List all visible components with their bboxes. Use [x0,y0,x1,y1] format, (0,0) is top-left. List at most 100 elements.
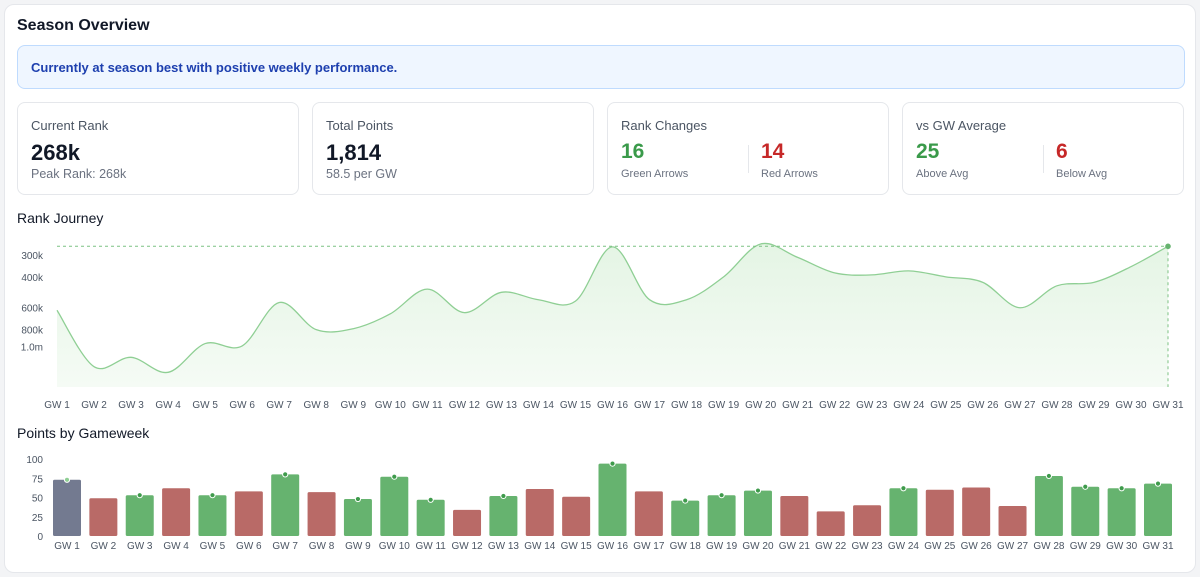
rank-x-tick-label: GW 11 [412,400,443,411]
points-x-tick-label: GW 4 [163,541,189,552]
points-bar [89,498,118,536]
points-bar [1034,475,1063,536]
points-x-tick-label: GW 27 [997,541,1029,552]
rank-x-tick-label: GW 13 [486,400,518,411]
below-avg-value: 6 [1056,140,1068,163]
above-avg-value: 25 [916,140,940,163]
status-alert-text: Currently at season best with positive w… [31,60,398,75]
stat-divider [748,145,749,173]
points-above-average-marker [609,460,616,467]
points-x-tick-label: GW 14 [524,541,556,552]
points-bar [671,500,700,536]
points-x-tick-label: GW 17 [633,541,665,552]
rank-x-tick-label: GW 7 [266,400,292,411]
green-arrows-caption: Green Arrows [621,168,689,180]
points-above-average-marker [500,492,507,500]
points-x-tick-label: GW 3 [127,541,153,552]
points-above-average-marker [900,485,907,492]
points-x-tick-label: GW 19 [706,541,738,552]
rank-x-tick-label: GW 5 [192,400,218,411]
rank-x-tick-label: GW 24 [893,400,925,411]
points-x-tick-label: GW 13 [488,541,520,552]
points-above-average-marker [1118,485,1125,492]
rank-journey-chart: 300k 400k 600k 800k 1.0m GW 1 GW 2 GW 3 GW 4 GW 5… [21,242,1184,552]
points-x-tick-label: GW 2 [91,541,117,552]
rank-changes-label: Rank Changes [621,118,707,133]
points-bar [562,496,591,536]
points-x-tick-label: GW 20 [742,541,774,552]
points-above-average-marker [209,492,216,499]
points-y-tick-label: 75 [32,474,44,485]
points-above-average-marker [136,492,143,499]
rank-x-tick-label: GW 21 [782,400,814,411]
points-bar [707,495,736,536]
points-x-tick-label: GW 11 [415,541,446,552]
green-arrows-value: 16 [621,140,645,163]
rank-x-tick-label: GW 1 [44,400,70,411]
points-above-average-marker [682,497,689,504]
rank-y-tick-label: 300k [21,251,44,262]
points-bar [234,491,263,536]
points-x-tick-label: GW 10 [379,541,411,552]
points-bar [307,492,336,536]
red-arrows-stat: 14 Red Arrows [761,140,818,180]
rank-x-tick-label: GW 9 [340,400,366,411]
points-bar [1071,486,1100,536]
points-bar [598,463,627,536]
points-bar [380,476,409,536]
points-above-average-marker [1082,483,1089,490]
points-x-tick-label: GW 16 [597,541,629,552]
rank-x-tick-label: GW 26 [967,400,999,411]
rank-line [56,242,1169,374]
points-above-average-marker [427,496,434,503]
points-x-tick-label: GW 31 [1142,541,1174,552]
points-above-average-marker [354,495,362,503]
red-arrows-caption: Red Arrows [761,168,818,180]
rank-x-tick-label: GW 2 [81,400,107,411]
above-avg-caption: Above Avg [916,168,969,180]
points-bar [53,479,81,536]
points-bar [162,488,191,536]
status-alert: Currently at season best with positive w… [17,45,1185,89]
rank-y-tick-label: 400k [21,273,44,284]
points-above-average-marker [63,476,71,483]
season-overview-panel: Season Overview Currently at season best… [4,4,1196,573]
rank-x-tick-label: GW 29 [1078,400,1110,411]
points-x-tick-label: GW 29 [1070,541,1102,552]
rank-y-tick-label: 1.0m [21,343,43,354]
rank-x-tick-label: GW 27 [1004,400,1036,411]
peak-rank-text: Peak Rank: 268k [31,167,127,181]
points-bar [271,474,300,536]
rank-y-tick-label: 600k [21,304,44,315]
points-y-tick-label: 0 [37,532,43,543]
points-bar [1144,483,1172,536]
red-arrows-value: 14 [761,140,785,163]
points-x-tick-label: GW 28 [1033,541,1065,552]
points-x-tick-label: GW 12 [451,541,483,552]
points-bar [816,511,845,536]
points-above-average-marker [718,492,725,499]
points-bar [853,505,882,536]
total-points-value: 1,814 [326,140,382,165]
rank-x-tick-label: GW 12 [449,400,481,411]
points-bar [889,488,918,536]
points-bar [634,491,663,536]
rank-x-tick-label: GW 17 [634,400,666,411]
rank-x-tick-label: GW 3 [118,400,144,411]
rank-changes-card: Rank Changes 16 Green Arrows 14 Red Arro… [607,102,889,195]
points-x-tick-label: GW 5 [200,541,226,552]
rank-x-tick-label: GW 16 [597,400,629,411]
points-x-tick-label: GW 26 [961,541,993,552]
rank-x-tick-label: GW 15 [560,400,592,411]
points-x-tick-label: GW 1 [54,541,80,552]
rank-x-tick-label: GW 8 [303,400,329,411]
points-x-tick-label: GW 21 [779,541,811,552]
current-rank-value: 268k [31,140,80,165]
current-rank-card: Current Rank 268k Peak Rank: 268k [17,102,299,195]
total-points-card: Total Points 1,814 58.5 per GW [312,102,594,195]
peak-rank-marker [1165,243,1171,250]
points-above-average-marker [754,487,762,494]
points-above-average-marker [282,471,289,478]
points-bar [998,505,1027,536]
rank-x-tick-label: GW 14 [523,400,555,411]
